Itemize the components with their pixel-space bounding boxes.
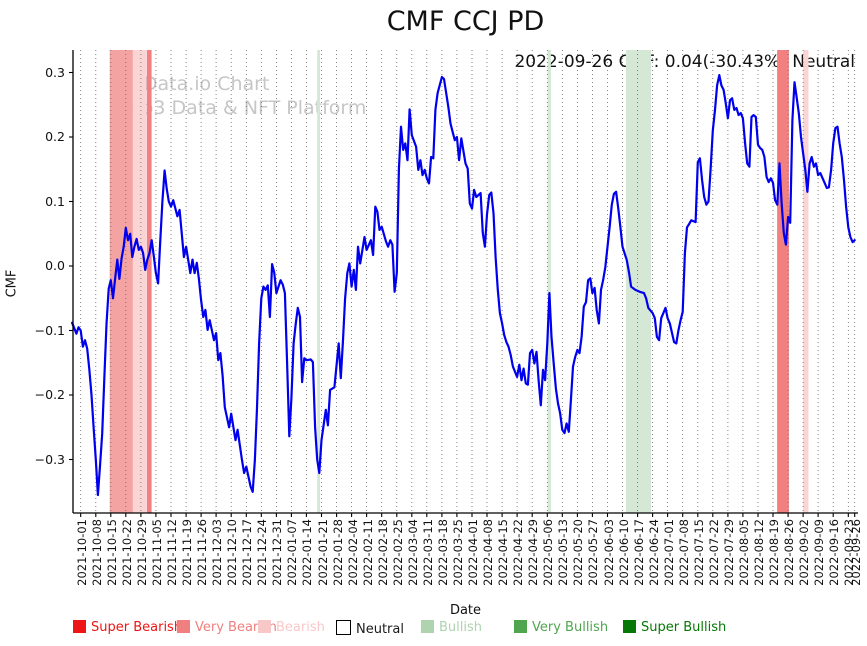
x-tick-label: 2022-04-01: [466, 519, 480, 586]
x-tick-label: 2021-11-12: [165, 519, 179, 586]
x-tick-label: 2022-07-01: [661, 519, 676, 586]
x-tick-label: 2021-10-15: [104, 519, 119, 586]
x-tick-label: 2022-06-03: [601, 519, 616, 586]
x-tick-label: 2022-01-14: [300, 519, 315, 586]
legend-item-super-bearish: Super Bearish: [73, 620, 182, 635]
chart-title: CMF CCJ PD: [386, 6, 545, 37]
x-tick-label: 2021-11-26: [195, 519, 210, 586]
signal-band-bearish: [803, 50, 809, 513]
x-tick-label: 2022-05-27: [586, 519, 601, 586]
signal-band-bearish: [132, 50, 146, 513]
legend-swatch-icon: [258, 620, 271, 633]
x-tick-label: 2022-07-15: [691, 519, 706, 586]
y-tick-label: 0.3: [45, 64, 65, 80]
cmf-line: [70, 73, 856, 497]
x-tick-label: 2021-12-24: [255, 519, 270, 586]
legend-label: Bullish: [439, 620, 483, 635]
legend-item-super-bullish: Super Bullish: [623, 620, 726, 635]
x-tick-label: 2021-11-19: [180, 519, 195, 586]
x-tick-label: 2022-02-25: [390, 519, 405, 586]
y-tick-label: 0.2: [45, 129, 65, 144]
x-tick-label: 2022-06-17: [631, 519, 646, 586]
y-axis-title: CMF: [4, 269, 20, 298]
x-tick-label: 2022-09-26: [848, 519, 863, 586]
legend-item-very-bullish: Very Bullish: [514, 620, 608, 635]
x-tick-label: 2022-06-24: [646, 519, 661, 586]
legend-swatch-icon: [73, 620, 86, 633]
x-tick-label: 2022-06-10: [616, 519, 631, 586]
signal-band-bullish: [317, 50, 320, 513]
x-tick-label: 2022-07-08: [676, 519, 691, 586]
x-tick-label: 2022-02-04: [345, 519, 360, 586]
legend-item-neutral: Neutral: [336, 620, 404, 637]
x-tick-label: 2022-04-22: [511, 519, 526, 586]
x-tick-label: 2022-02-18: [375, 519, 390, 586]
x-tick-label: 2022-03-11: [420, 519, 435, 586]
x-tick-label: 2022-08-19: [767, 519, 781, 586]
x-tick-label: 2022-01-28: [330, 519, 345, 586]
legend-item-bearish: Bearish: [258, 620, 325, 635]
x-tick-label: 2022-08-05: [736, 519, 751, 586]
x-tick-label: 2021-10-01: [74, 519, 89, 586]
watermark-line-2: Web3 Data & NFT Platform: [112, 97, 367, 119]
x-tick-label: 2022-09-16: [827, 519, 842, 586]
signal-band-very-bearish: [777, 50, 789, 513]
x-tick-label: 2022-09-09: [812, 519, 827, 586]
legend-swatch-icon: [177, 620, 190, 633]
x-tick-label: 2021-10-08: [89, 519, 104, 586]
signal-band-very-bearish: [109, 50, 133, 513]
x-tick-label: 2022-03-25: [450, 519, 465, 586]
y-tick-label: −0.3: [34, 451, 65, 467]
x-tick-label: 2022-04-15: [496, 519, 511, 586]
legend-swatch-icon: [623, 620, 636, 633]
x-tick-label: 2022-07-29: [721, 519, 736, 586]
x-tick-label: 2021-12-10: [225, 519, 240, 586]
legend-item-bullish: Bullish: [421, 620, 482, 635]
x-tick-label: 2022-08-26: [782, 519, 797, 586]
latest-value-annotation: 2022-09-26 CMF: 0.04(-30.43%) Neutral: [514, 52, 855, 72]
x-tick-label: 2021-10-22: [119, 519, 134, 586]
legend-item-very-bearish: Very Bearish: [177, 620, 277, 635]
legend-label: Neutral: [356, 622, 404, 637]
legend-swatch-icon: [336, 620, 351, 635]
x-tick-label: 2021-12-03: [210, 519, 225, 586]
signal-legend: Super Bearish Very Bearish Bearish Neutral B…: [0, 620, 867, 642]
legend-label: Bearish: [276, 620, 325, 635]
y-tick-label: −0.2: [34, 387, 65, 402]
x-tick-label: 2022-01-07: [285, 519, 300, 586]
legend-label: Super Bullish: [641, 620, 727, 635]
signal-band-bullish: [547, 50, 551, 513]
x-tick-label: 2022-09-02: [797, 519, 812, 586]
signal-band-very-bearish: [146, 50, 152, 513]
x-tick-label: 2022-05-06: [541, 519, 556, 586]
y-tick-label: 0.1: [45, 193, 65, 209]
x-tick-label: 2022-05-13: [556, 519, 571, 586]
x-tick-label: 2022-01-21: [315, 519, 330, 586]
legend-label: Super Bearish: [91, 620, 183, 635]
x-axis-title: Date: [449, 603, 482, 618]
x-tick-label: 2022-02-11: [360, 519, 375, 586]
y-tick-label: 0.0: [45, 258, 65, 273]
x-tick-label: 2021-12-17: [240, 519, 255, 586]
x-tick-label: 2022-08-12: [752, 519, 766, 586]
x-tick-label: 2022-04-08: [481, 519, 495, 586]
x-tick-label: 2021-10-29: [134, 519, 149, 586]
legend-label: Very Bearish: [195, 620, 277, 635]
x-tick-label: 2022-05-20: [571, 519, 586, 586]
legend-swatch-icon: [514, 620, 527, 633]
x-tick-label: 2022-07-22: [706, 519, 721, 586]
legend-swatch-icon: [421, 620, 434, 633]
x-tick-label: 2021-12-31: [270, 519, 285, 586]
y-tick-label: −0.1: [34, 322, 65, 338]
x-tick-label: 2022-04-29: [526, 519, 541, 586]
x-tick-label: 2022-03-04: [405, 519, 420, 586]
x-tick-label: 2021-11-05: [149, 519, 164, 586]
legend-label: Very Bullish: [532, 620, 609, 635]
x-tick-label: 2022-03-18: [435, 519, 450, 586]
